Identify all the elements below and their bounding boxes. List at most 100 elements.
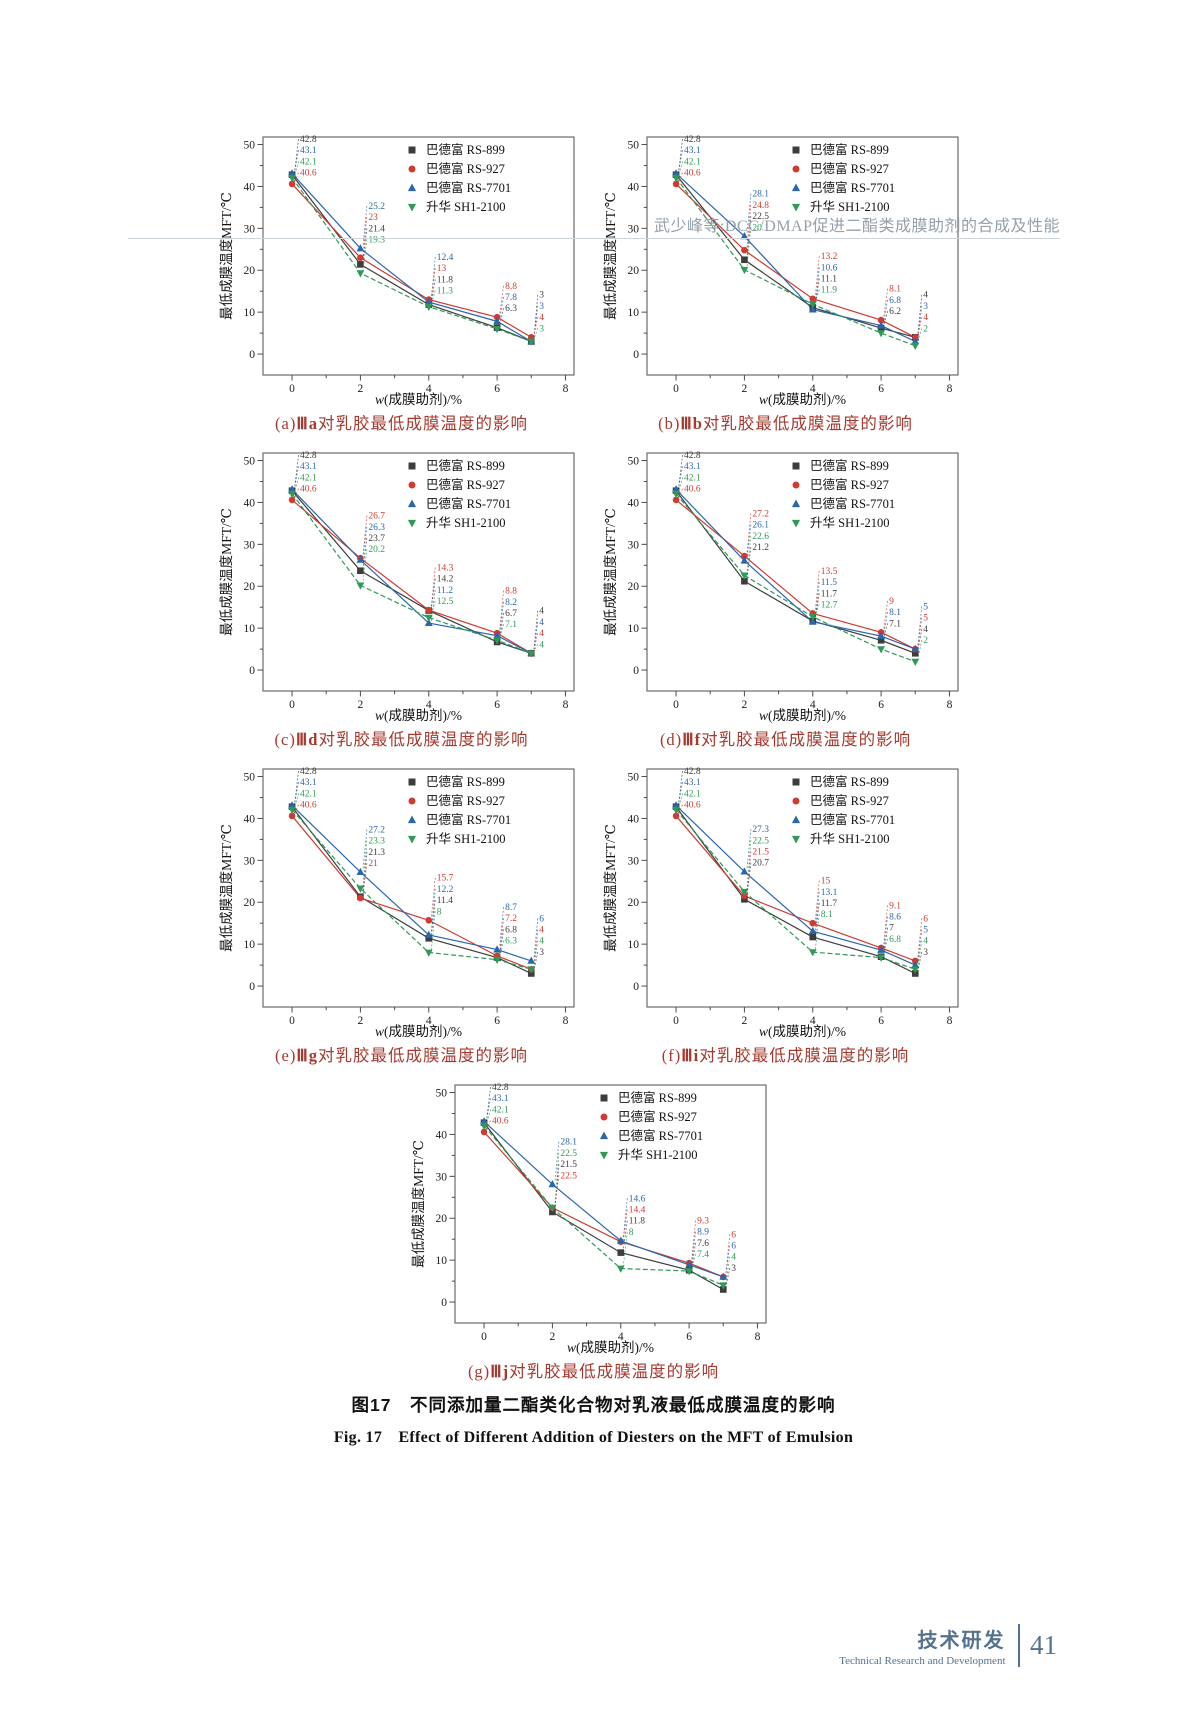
label-leader-line [485, 1098, 491, 1120]
marker-square [408, 146, 415, 154]
data-label: 25.2 [368, 202, 385, 212]
plot-frame [262, 136, 574, 376]
label-leader-line [554, 1175, 559, 1206]
y-tick-label: 30 [243, 223, 255, 235]
data-label: 12.2 [436, 885, 453, 895]
x-axis-label: w(成膜助剂)/% [758, 708, 845, 723]
x-tick-label: 6 [494, 383, 500, 395]
footer-divider-bar [1017, 1624, 1020, 1667]
marker-triangle-up [876, 631, 885, 640]
data-label: 6.3 [505, 937, 517, 947]
label-leader-line [916, 617, 922, 648]
marker-circle [288, 496, 295, 504]
legend-label: 升华 SH1-2100 [810, 515, 890, 530]
caption-index: (c) [274, 730, 296, 749]
x-tick-label: 2 [357, 699, 363, 711]
y-tick-label: 10 [243, 307, 255, 319]
legend-label: 巴德富 RS-7701 [810, 812, 895, 827]
y-tick-label: 40 [627, 497, 639, 509]
label-leader-line [746, 851, 751, 894]
data-label: 22.5 [752, 836, 769, 846]
label-leader-line [532, 633, 538, 652]
data-label: 9.1 [889, 901, 901, 911]
marker-circle [792, 797, 799, 805]
marker-triangle-down [424, 614, 433, 622]
marker-square [740, 896, 748, 903]
legend-label: 巴德富 RS-899 [618, 1090, 697, 1105]
label-leader-line [677, 793, 683, 808]
label-leader-line [430, 578, 436, 609]
marker-triangle-up [876, 945, 885, 953]
data-label: 42.1 [684, 789, 701, 799]
label-leader-line [362, 863, 367, 897]
caption-text: 对乳胶最低成膜温度的影响 [318, 730, 529, 749]
data-label: 8.1 [889, 608, 901, 618]
data-label: 4 [731, 1253, 736, 1263]
marker-circle [356, 254, 364, 261]
label-leader-line [690, 1231, 696, 1263]
y-tick-label: 30 [243, 539, 255, 551]
label-leader-line [362, 217, 367, 256]
marker-square [600, 1094, 607, 1102]
label-leader-line [293, 138, 299, 173]
data-label: 11.2 [436, 586, 453, 596]
chart-caption-g: (g)Ⅲj对乳胶最低成膜温度的影响 [468, 1358, 719, 1382]
label-leader-line [916, 951, 922, 972]
data-label: 3 [923, 948, 928, 958]
x-tick-label: 6 [494, 1015, 500, 1027]
chart-caption-f: (f)Ⅲi对乳胶最低成膜温度的影响 [662, 1042, 909, 1066]
data-label: 8.8 [505, 587, 517, 597]
y-tick-label: 30 [627, 539, 639, 551]
data-label: 6 [923, 914, 928, 924]
data-label: 26.1 [752, 521, 769, 531]
marker-circle [808, 295, 816, 303]
data-label: 28.1 [752, 190, 769, 200]
chart-canvas-e: 0 10 20 30 40 50 0 2 4 6 8 最低成膜温度MFT/℃ w(成膜助剂)/% 巴德富 … [219, 767, 574, 1039]
data-label: 42.8 [492, 1083, 509, 1093]
chart-e: 0 10 20 30 40 50 0 2 4 6 8 最低成膜温度MFT/℃ w(成膜助剂)/% 巴德富 … [219, 760, 585, 1072]
marker-circle [740, 552, 748, 560]
x-tick-label: 4 [425, 383, 431, 395]
data-label: 9 [889, 597, 894, 607]
label-leader-line [293, 782, 299, 804]
legend-label: 巴德富 RS-899 [810, 142, 889, 157]
label-leader-line [746, 829, 751, 870]
legend-label: 巴德富 RS-927 [810, 477, 889, 492]
legend-label: 巴德富 RS-927 [426, 161, 505, 176]
legend-label: 巴德富 RS-7701 [426, 496, 511, 511]
data-label: 22.5 [752, 212, 769, 222]
label-leader-line [690, 1242, 696, 1269]
series-line-2 [291, 489, 532, 654]
legend-label: 升华 SH1-2100 [426, 515, 506, 530]
chart-a: 0 10 20 30 40 50 0 2 4 6 8 最低成膜温度MFT/℃ w(成膜助剂)/% 巴德富 … [219, 128, 585, 440]
legend-label: 巴德富 RS-927 [810, 161, 889, 176]
caption-text: 对乳胶最低成膜温度的影响 [317, 414, 528, 433]
y-tick-label: 30 [627, 223, 639, 235]
data-label: 12.7 [820, 600, 837, 610]
label-leader-line [916, 317, 922, 336]
chart-d: 0 10 20 30 40 50 0 2 4 6 8 最低成膜温度MFT/℃ w(成膜助剂)/% 巴德富 … [603, 444, 969, 756]
marker-triangle-down [599, 1151, 608, 1160]
label-leader-line [293, 172, 299, 183]
label-leader-line [677, 466, 683, 488]
marker-triangle-down [671, 490, 680, 498]
marker-triangle-up [808, 926, 817, 935]
caption-compound: Ⅲd [295, 730, 319, 749]
data-label: 12.4 [436, 253, 453, 263]
data-label: 11.7 [820, 589, 837, 599]
y-axis-label: 最低成膜温度MFT/℃ [603, 192, 618, 320]
marker-triangle-up [616, 1236, 625, 1244]
legend-label: 升华 SH1-2100 [426, 831, 506, 846]
legend-label: 巴德富 RS-7701 [426, 812, 511, 827]
marker-triangle-down [808, 613, 817, 622]
marker-circle [480, 1128, 487, 1136]
y-tick-label: 40 [627, 813, 639, 825]
figure-caption-zh: 图17 不同添加量二酯类化合物对乳液最低成膜温度的影响 [351, 1395, 836, 1415]
data-label: 8.7 [505, 903, 517, 913]
marker-triangle-down [791, 203, 800, 212]
chart-caption-e: (e)Ⅲg对乳胶最低成膜温度的影响 [275, 1042, 528, 1066]
label-leader-line [677, 172, 683, 183]
legend-label: 巴德富 RS-927 [618, 1109, 697, 1124]
data-label: 11.8 [436, 275, 453, 285]
